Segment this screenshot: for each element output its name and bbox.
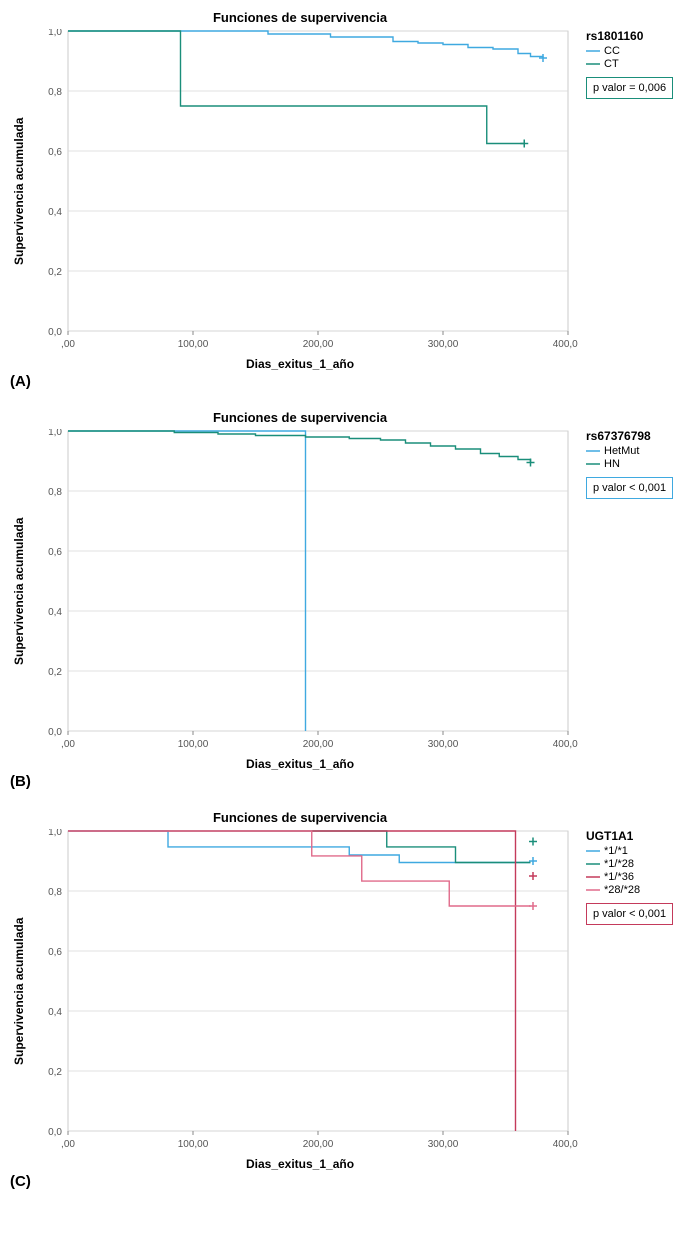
- legend-swatch: [586, 459, 600, 469]
- p-value-box: p valor < 0,001: [586, 903, 673, 925]
- legend: rs1801160 CCCT p valor = 0,006: [586, 29, 673, 99]
- x-tick-label: 200,00: [303, 339, 334, 350]
- legend-label: CC: [604, 45, 620, 57]
- legend-swatch: [586, 872, 600, 882]
- panel-letter: (C): [10, 1173, 691, 1190]
- y-tick-label: 0,2: [48, 1067, 62, 1078]
- legend-swatch: [586, 885, 600, 895]
- chart-title: Funciones de supervivencia: [50, 810, 550, 825]
- y-tick-label: 0,2: [48, 267, 62, 278]
- legend-label: *1/*28: [604, 858, 634, 870]
- y-tick-label: 1,0: [48, 429, 62, 438]
- p-value-box: p valor = 0,006: [586, 77, 673, 99]
- x-tick-label: 100,00: [178, 339, 209, 350]
- x-tick-label: 200,00: [303, 739, 334, 750]
- x-tick-label: ,00: [61, 739, 75, 750]
- y-tick-label: 0,0: [48, 727, 62, 738]
- legend-item: CC: [586, 45, 673, 57]
- x-tick-label: 100,00: [178, 739, 209, 750]
- survival-panel: Funciones de supervivencia Supervivencia …: [10, 10, 691, 390]
- y-tick-label: 0,8: [48, 487, 62, 498]
- legend-item: *28/*28: [586, 884, 673, 896]
- x-tick-label: 100,00: [178, 1139, 209, 1150]
- legend-label: *1/*1: [604, 845, 628, 857]
- y-tick-label: 0,4: [48, 1007, 62, 1018]
- chart-title: Funciones de supervivencia: [50, 410, 550, 425]
- x-tick-label: 400,00: [553, 339, 578, 350]
- legend-title: rs67376798: [586, 429, 673, 443]
- x-tick-label: 200,00: [303, 1139, 334, 1150]
- panel-letter: (B): [10, 773, 691, 790]
- legend-label: *1/*36: [604, 871, 634, 883]
- legend-item: *1/*1: [586, 845, 673, 857]
- y-tick-label: 0,8: [48, 887, 62, 898]
- p-value-box: p valor < 0,001: [586, 477, 673, 499]
- y-axis-label: Supervivencia acumulada: [10, 29, 28, 353]
- y-tick-label: 0,4: [48, 607, 62, 618]
- x-axis-label: Dias_exitus_1_año: [50, 357, 550, 371]
- y-tick-label: 0,0: [48, 1127, 62, 1138]
- x-tick-label: 400,00: [553, 739, 578, 750]
- y-tick-label: 0,4: [48, 207, 62, 218]
- legend-swatch: [586, 859, 600, 869]
- x-axis-label: Dias_exitus_1_año: [50, 1157, 550, 1171]
- chart-title: Funciones de supervivencia: [50, 10, 550, 25]
- survival-chart-svg: 0,0 0,2 0,4 0,6 0,8 1,0 ,00 100,00 200,00 300,00 4…: [28, 829, 578, 1153]
- x-tick-label: 300,00: [428, 739, 459, 750]
- legend-swatch: [586, 846, 600, 856]
- legend-item: CT: [586, 58, 673, 70]
- legend-swatch: [586, 46, 600, 56]
- survival-chart-svg: 0,0 0,2 0,4 0,6 0,8 1,0 ,00 100,00 200,00 300,00 4…: [28, 29, 578, 353]
- y-tick-label: 0,2: [48, 667, 62, 678]
- x-tick-label: ,00: [61, 339, 75, 350]
- y-tick-label: 0,6: [48, 947, 62, 958]
- y-tick-label: 1,0: [48, 829, 62, 838]
- legend: UGT1A1 *1/*1*1/*28*1/*36*28/*28 p valor < …: [586, 829, 673, 925]
- legend-title: rs1801160: [586, 29, 673, 43]
- x-tick-label: 300,00: [428, 339, 459, 350]
- legend-label: HN: [604, 458, 620, 470]
- y-axis-label: Supervivencia acumulada: [10, 429, 28, 753]
- y-axis-label: Supervivencia acumulada: [10, 829, 28, 1153]
- legend-item: HN: [586, 458, 673, 470]
- legend-title: UGT1A1: [586, 829, 673, 843]
- legend: rs67376798 HetMutHN p valor < 0,001: [586, 429, 673, 499]
- y-tick-label: 0,8: [48, 87, 62, 98]
- survival-chart-svg: 0,0 0,2 0,4 0,6 0,8 1,0 ,00 100,00 200,00 300,00 4…: [28, 429, 578, 753]
- survival-panel: Funciones de supervivencia Supervivencia …: [10, 410, 691, 790]
- legend-label: *28/*28: [604, 884, 640, 896]
- legend-label: HetMut: [604, 445, 639, 457]
- legend-item: HetMut: [586, 445, 673, 457]
- legend-item: *1/*36: [586, 871, 673, 883]
- legend-swatch: [586, 446, 600, 456]
- x-tick-label: 300,00: [428, 1139, 459, 1150]
- legend-item: *1/*28: [586, 858, 673, 870]
- y-tick-label: 1,0: [48, 29, 62, 38]
- y-tick-label: 0,6: [48, 147, 62, 158]
- x-tick-label: 400,00: [553, 1139, 578, 1150]
- x-axis-label: Dias_exitus_1_año: [50, 757, 550, 771]
- legend-label: CT: [604, 58, 619, 70]
- y-tick-label: 0,0: [48, 327, 62, 338]
- legend-swatch: [586, 59, 600, 69]
- panel-letter: (A): [10, 373, 691, 390]
- x-tick-label: ,00: [61, 1139, 75, 1150]
- y-tick-label: 0,6: [48, 547, 62, 558]
- survival-panel: Funciones de supervivencia Supervivencia …: [10, 810, 691, 1190]
